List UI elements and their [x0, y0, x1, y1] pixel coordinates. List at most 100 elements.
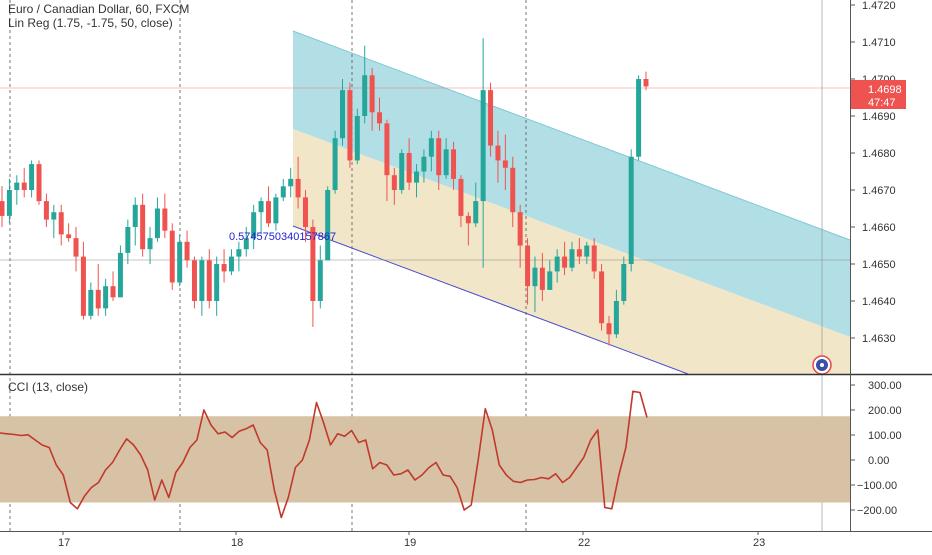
time-tick-label: 18: [231, 537, 243, 549]
candle: [206, 249, 212, 309]
candle-body: [29, 164, 35, 190]
candle-body: [347, 90, 353, 161]
candle: [21, 167, 27, 198]
price-tick-label: 1.4650: [862, 259, 896, 271]
indicator-label: Lin Reg (1.75, -1.75, 50, close): [8, 16, 173, 30]
candle-body: [613, 301, 619, 335]
candle: [317, 245, 323, 309]
candle: [584, 241, 590, 264]
candle: [421, 149, 427, 183]
candle-body: [325, 190, 331, 261]
candle: [569, 241, 575, 272]
candle: [265, 186, 271, 227]
candle-body: [140, 204, 146, 250]
candle: [613, 289, 619, 338]
candle: [525, 238, 531, 305]
candle-body: [80, 256, 86, 316]
candle-body: [584, 245, 590, 257]
target-icon[interactable]: [812, 355, 832, 375]
price-axis[interactable]: 1.47201.47101.47001.46901.46801.46701.46…: [851, 0, 896, 345]
current-price-label: 1.4698: [868, 84, 902, 96]
candle-body: [288, 178, 294, 187]
candle-body: [6, 190, 12, 216]
candle: [273, 193, 279, 231]
candle: [377, 97, 383, 131]
candle: [465, 212, 471, 246]
candle: [88, 282, 94, 320]
candle: [591, 238, 597, 279]
candle-body: [103, 286, 109, 309]
candle-body: [43, 201, 49, 220]
candle-body: [532, 267, 538, 287]
candle-body: [636, 79, 642, 157]
candle-body: [51, 212, 57, 220]
candle-body: [465, 215, 471, 224]
candle-body: [480, 90, 486, 202]
candle-body: [399, 153, 405, 190]
time-tick-label: 19: [404, 537, 416, 549]
candle: [36, 160, 42, 205]
time-axis[interactable]: 17 18 19 22 23: [58, 531, 765, 549]
candle: [354, 108, 360, 165]
candle-body: [621, 264, 627, 301]
cci-tick-label: −100.00: [857, 480, 897, 492]
candle: [199, 256, 205, 316]
candle: [191, 256, 197, 309]
candle-body: [406, 153, 412, 183]
candle: [6, 178, 12, 224]
candle-body: [362, 75, 368, 116]
lower-channel-line: [292, 225, 689, 375]
candle-body: [495, 145, 501, 161]
candle: [502, 134, 508, 190]
candle-body: [295, 178, 301, 198]
candle: [125, 219, 131, 264]
candle: [547, 260, 553, 290]
candle: [73, 227, 79, 272]
candle: [473, 182, 479, 227]
candle: [251, 204, 257, 250]
cci-band: [0, 416, 850, 503]
candle-body: [384, 123, 390, 176]
candle-body: [214, 264, 220, 301]
candle: [295, 156, 301, 209]
candle-body: [302, 197, 308, 227]
cci-tick-label: 100.00: [868, 430, 902, 442]
cci-axis[interactable]: 300.00 200.00 100.00 0.00 −100.00 −200.00: [851, 380, 902, 517]
candle: [169, 223, 175, 290]
candle: [399, 149, 405, 194]
candle-body: [117, 252, 123, 298]
upper-channel-fill: [293, 31, 850, 337]
candle-body: [88, 289, 94, 316]
candle-body: [436, 138, 442, 176]
candle: [384, 119, 390, 202]
candle-body: [154, 208, 160, 239]
candle-body: [510, 167, 516, 213]
candle: [280, 178, 286, 202]
price-tick-label: 1.4720: [862, 0, 896, 12]
candle-body: [310, 227, 316, 301]
chart-title: Euro / Canadian Dollar, 60, FXCM: [8, 2, 190, 16]
candle-body: [228, 256, 234, 272]
cci-label: CCI (13, close): [8, 380, 89, 394]
candle: [243, 227, 249, 257]
candle: [451, 141, 457, 190]
candle: [554, 249, 560, 283]
candle-body: [569, 249, 575, 268]
candle: [428, 130, 434, 172]
candle-body: [539, 267, 545, 290]
candle: [184, 230, 190, 268]
cci-indicator: [0, 390, 850, 519]
candle-body: [332, 138, 338, 190]
cci-tick-label: 200.00: [868, 405, 902, 417]
candle: [562, 241, 568, 276]
time-tick-label: 23: [753, 537, 765, 549]
candle-body: [443, 149, 449, 176]
candle: [302, 190, 308, 242]
candle-body: [184, 241, 190, 261]
candle-body: [576, 249, 582, 257]
candle: [576, 238, 582, 264]
candle-body: [421, 156, 427, 172]
candle-body: [169, 230, 175, 283]
